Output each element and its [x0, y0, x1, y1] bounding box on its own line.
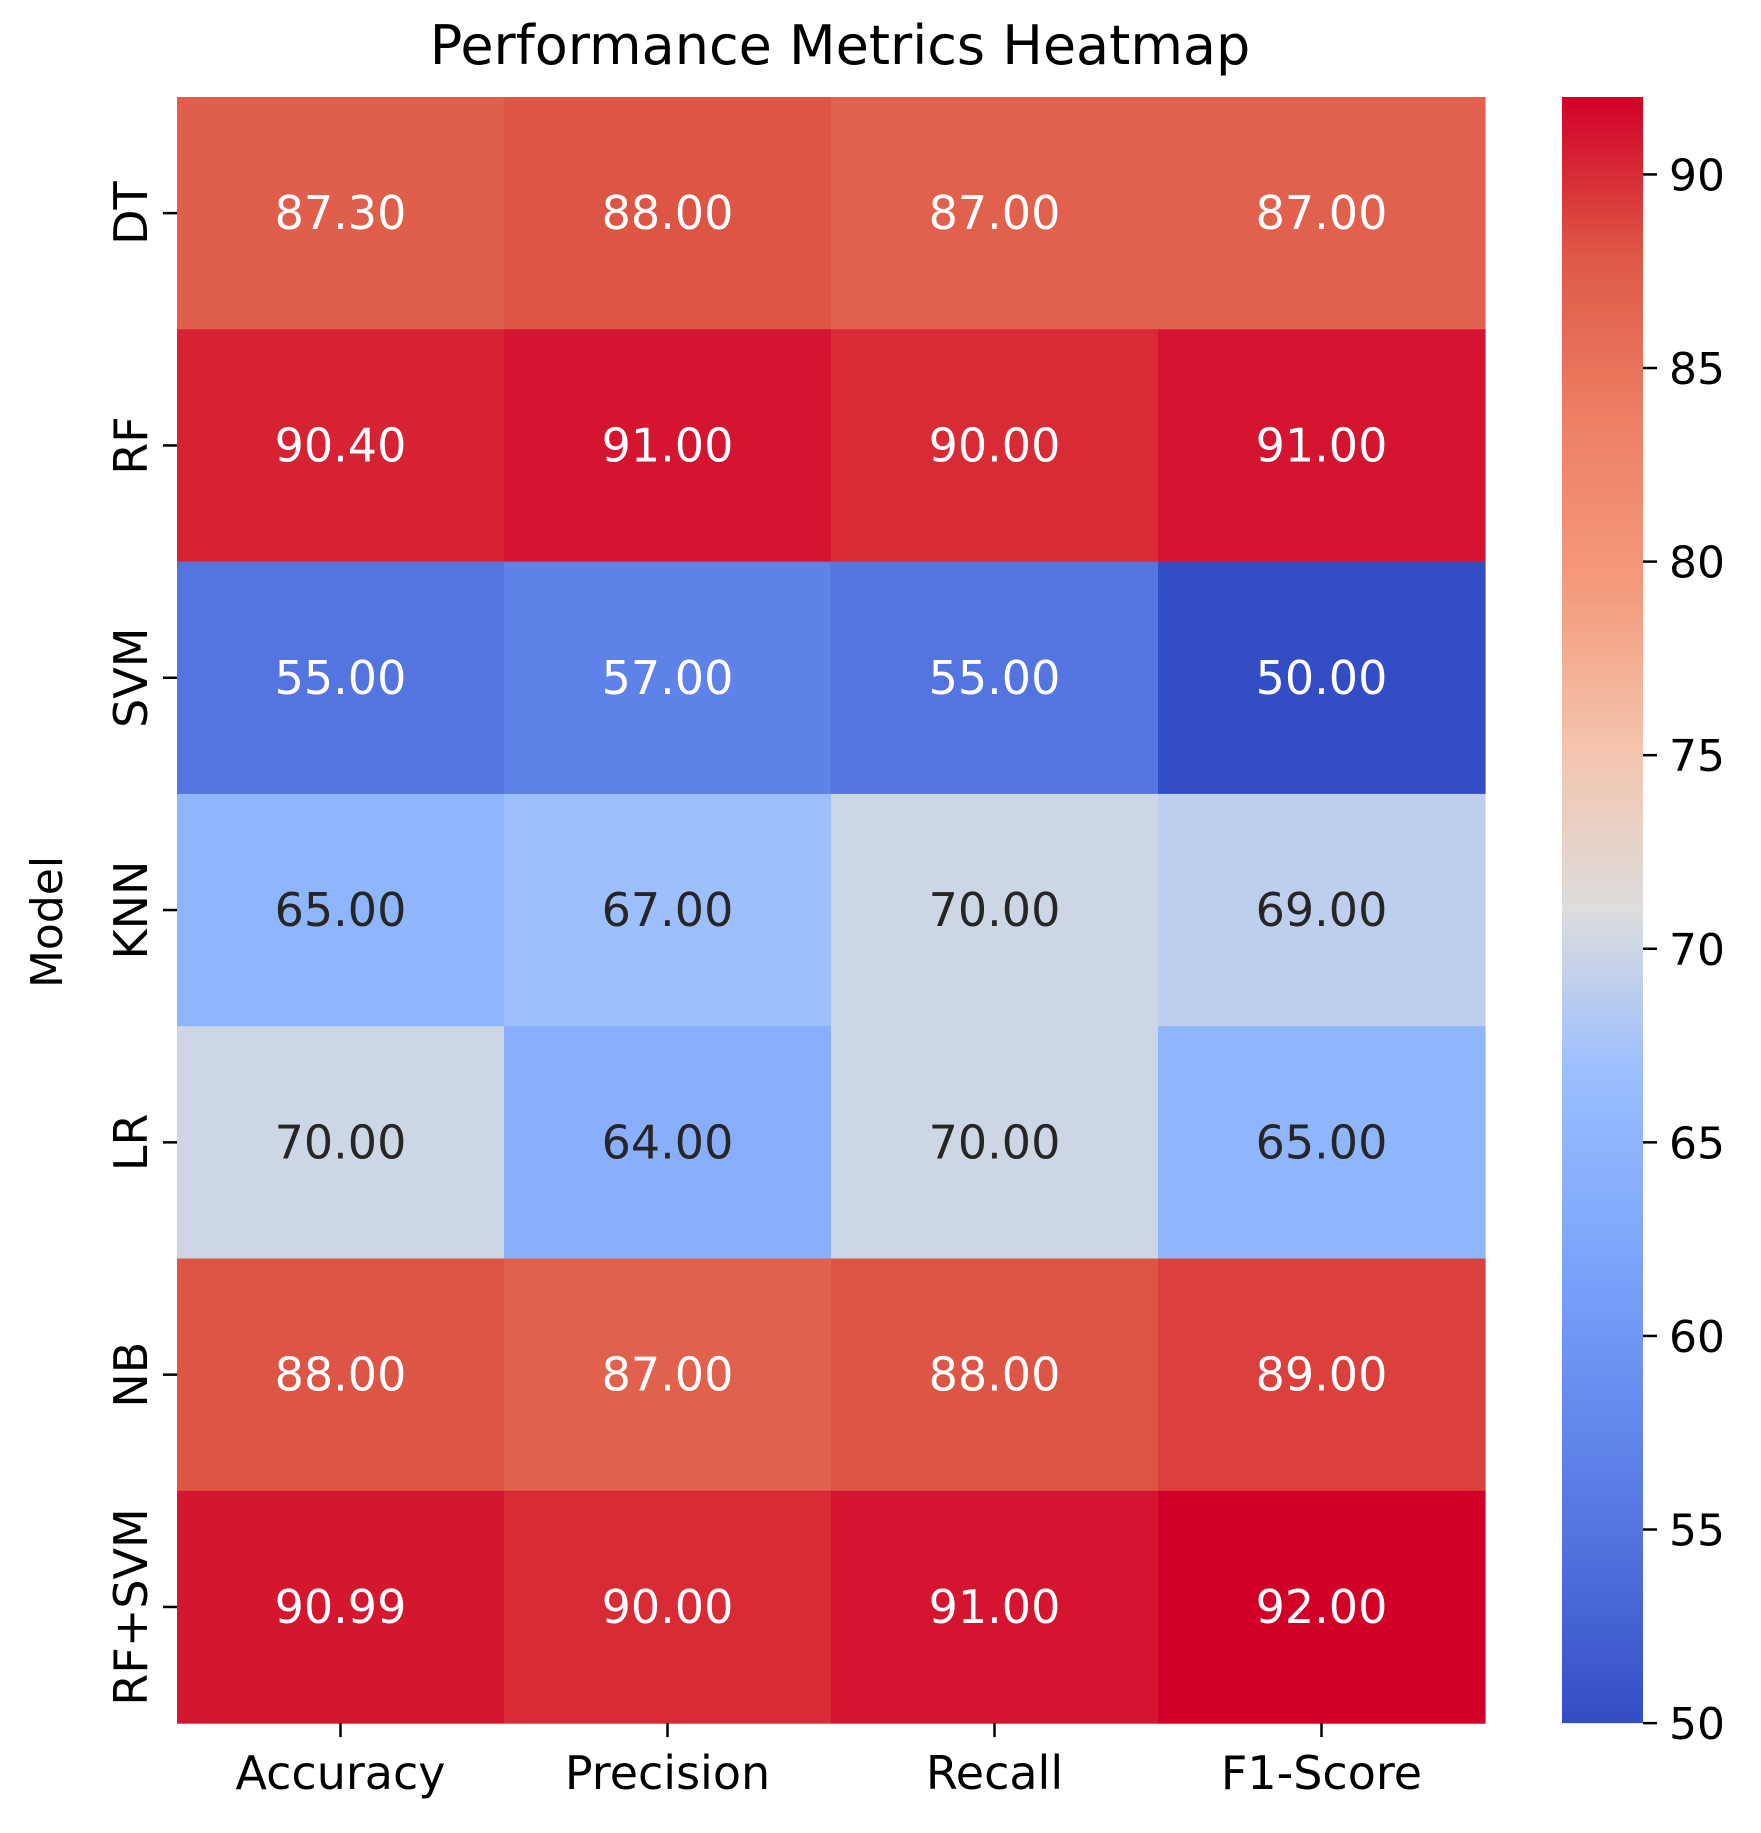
- cell-value-label: 57.00: [602, 651, 734, 705]
- heatmap-cell-rf-svm-f1-score: [1158, 1490, 1486, 1724]
- y-tick-label: RF+SVM: [104, 1508, 158, 1705]
- cell-value-label: 90.99: [275, 1580, 407, 1634]
- cell-value-label: 91.00: [929, 1580, 1061, 1634]
- y-axis-ticks: DT RF SVM KNN LR NB RF+SVM: [104, 180, 177, 1706]
- heatmap-cell-nb-f1-score: [1158, 1258, 1486, 1492]
- cell-value-label: 87.00: [602, 1348, 734, 1402]
- colorbar-tick-label: 80: [1669, 538, 1725, 589]
- heatmap-cell-dt-recall: [831, 97, 1159, 330]
- colorbar-tick-label: 90: [1669, 150, 1725, 201]
- heatmap-cell-rf-accuracy: [177, 329, 505, 563]
- colorbar-tick-label: 60: [1669, 1312, 1725, 1363]
- cell-value-label: 50.00: [1256, 651, 1388, 705]
- cell-value-label: 92.00: [1256, 1580, 1388, 1634]
- colorbar-tick-label: 55: [1669, 1506, 1725, 1557]
- heatmap-cell-knn-precision: [504, 793, 832, 1027]
- y-axis-label: Model: [22, 856, 73, 988]
- heatmap-cells: [177, 97, 1486, 1724]
- cell-value-label: 90.40: [275, 418, 407, 472]
- x-axis-ticks: Accuracy Precision Recall F1-Score: [235, 1723, 1422, 1800]
- y-tick-label: NB: [104, 1342, 158, 1408]
- heatmap-cell-svm-recall: [831, 561, 1159, 795]
- heatmap-cell-nb-accuracy: [177, 1258, 505, 1492]
- y-tick-label: RF: [104, 416, 158, 474]
- chart-title: Performance Metrics Heatmap: [430, 14, 1251, 77]
- y-tick-label: DT: [104, 180, 158, 244]
- y-tick-label: KNN: [104, 861, 158, 960]
- y-tick-label: LR: [104, 1114, 158, 1172]
- cell-value-label: 55.00: [929, 651, 1061, 705]
- heatmap-cell-dt-precision: [504, 97, 832, 330]
- cell-value-label: 70.00: [275, 1115, 407, 1169]
- heatmap-cell-nb-precision: [504, 1258, 832, 1492]
- heatmap-cell-svm-precision: [504, 561, 832, 795]
- heatmap-cell-rf-svm-precision: [504, 1490, 832, 1724]
- cell-value-label: 64.00: [602, 1115, 734, 1169]
- x-tick-label: Precision: [565, 1746, 770, 1800]
- heatmap-cell-lr-f1-score: [1158, 1026, 1486, 1260]
- heatmap-cell-rf-svm-recall: [831, 1490, 1159, 1724]
- colorbar: [1562, 97, 1643, 1724]
- cell-value-label: 67.00: [602, 883, 734, 937]
- x-tick-label: F1-Score: [1221, 1746, 1422, 1800]
- cell-value-label: 89.00: [1256, 1348, 1388, 1402]
- colorbar-tick-label: 75: [1669, 731, 1725, 782]
- colorbar-tick-label: 65: [1669, 1118, 1725, 1169]
- x-tick-label: Recall: [926, 1746, 1063, 1800]
- heatmap-cell-rf-f1-score: [1158, 329, 1486, 563]
- heatmap-cell-knn-recall: [831, 793, 1159, 1027]
- heatmap-cell-rf-svm-accuracy: [177, 1490, 505, 1724]
- cell-value-label: 90.00: [602, 1580, 734, 1634]
- heatmap-cell-knn-f1-score: [1158, 793, 1486, 1027]
- cell-value-label: 70.00: [929, 1115, 1061, 1169]
- heatmap-cell-dt-accuracy: [177, 97, 505, 330]
- cell-value-label: 88.00: [275, 1348, 407, 1402]
- colorbar-tick-label: 85: [1669, 344, 1725, 395]
- cell-value-label: 87.00: [929, 186, 1061, 240]
- cell-value-label: 87.00: [1256, 186, 1388, 240]
- cell-value-label: 55.00: [275, 651, 407, 705]
- heatmap-cell-dt-f1-score: [1158, 97, 1486, 330]
- heatmap-cell-lr-recall: [831, 1026, 1159, 1260]
- x-tick-label: Accuracy: [235, 1746, 445, 1800]
- cell-value-label: 88.00: [602, 186, 734, 240]
- cell-value-label: 88.00: [929, 1348, 1061, 1402]
- y-tick-label: SVM: [104, 628, 158, 728]
- heatmap-cell-lr-accuracy: [177, 1026, 505, 1260]
- cell-value-label: 91.00: [602, 418, 734, 472]
- heatmap-cell-knn-accuracy: [177, 793, 505, 1027]
- cell-value-label: 90.00: [929, 418, 1061, 472]
- cell-value-label: 65.00: [1256, 1115, 1388, 1169]
- cell-value-label: 69.00: [1256, 883, 1388, 937]
- heatmap-cell-lr-precision: [504, 1026, 832, 1260]
- colorbar-ticks: 50 55 60 65 70 75 80 85 90: [1643, 150, 1725, 1750]
- colorbar-tick-label: 50: [1669, 1699, 1725, 1750]
- cell-value-labels: 87.30 88.00 87.00 87.00 90.40 91.00 90.00 91.00…: [275, 186, 1388, 1634]
- heatmap-cell-nb-recall: [831, 1258, 1159, 1492]
- cell-value-label: 70.00: [929, 883, 1061, 937]
- cell-value-label: 87.30: [275, 186, 407, 240]
- heatmap-cell-svm-accuracy: [177, 561, 505, 795]
- colorbar-tick-label: 70: [1669, 925, 1725, 976]
- cell-value-label: 91.00: [1256, 418, 1388, 472]
- cell-value-label: 65.00: [275, 883, 407, 937]
- heatmap-cell-rf-recall: [831, 329, 1159, 563]
- heatmap-cell-svm-f1-score: [1158, 561, 1486, 795]
- heatmap-cell-rf-precision: [504, 329, 832, 563]
